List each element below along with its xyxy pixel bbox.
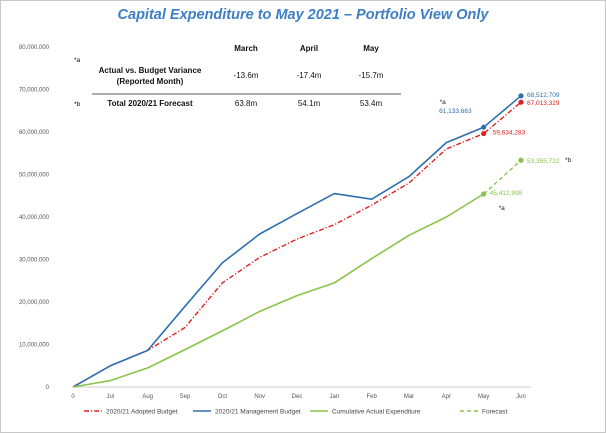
y-tick-label: 0 [46, 385, 50, 391]
data-label: 68,512,709 [527, 92, 560, 99]
data-label: 45,412,998 [490, 190, 523, 197]
legend-label: Forecast [482, 409, 507, 416]
table-row1-value-march: -13.6m [234, 71, 259, 80]
data-point-marker [518, 99, 524, 105]
table-marker-a: *a [74, 57, 81, 64]
data-point-marker [481, 124, 487, 130]
table-row1-value-may: -15.7m [359, 71, 384, 80]
data-point-marker [518, 157, 524, 163]
series-line-cumulative-actual-expenditure [72, 193, 485, 388]
table-header-may: May [363, 44, 379, 53]
x-tick-label: 0 [71, 394, 75, 400]
table-header-march: March [234, 44, 258, 53]
series-line-forecast [483, 159, 522, 195]
axes: 0 10,000,000 20,000,000 30,000,000 40,000,00… [19, 45, 531, 400]
x-tick-label: Oct [218, 394, 228, 400]
legend-label: 2020/21 Management Budget [215, 409, 301, 416]
x-tick-label: Jan [329, 394, 339, 400]
x-tick-label: May [478, 394, 489, 400]
series-line-2020-21-adopted-budget [72, 101, 522, 388]
table-header-april: April [300, 44, 318, 53]
x-tick-label: Jul [106, 394, 114, 400]
table-row2-label: Total 2020/21 Forecast [107, 99, 193, 108]
data-label: *b [565, 157, 572, 164]
table-row2-value-april: 54.1m [298, 99, 321, 108]
series-line-2020-21-management-budget [72, 95, 522, 388]
y-tick-label: 70,000,000 [19, 88, 50, 94]
data-point-marker [481, 130, 487, 137]
table-row2-value-march: 63.8m [235, 99, 258, 108]
x-tick-label: Jun [516, 394, 526, 400]
table-row1-label-line2: (Reported Month) [117, 77, 184, 86]
data-label: 53,355,722 [527, 158, 560, 165]
table-marker-b: *b [74, 101, 81, 108]
y-tick-label: 50,000,000 [19, 173, 50, 179]
y-tick-label: 60,000,000 [19, 130, 50, 136]
x-tick-label: Nov [254, 394, 265, 400]
y-tick-label: 40,000,000 [19, 215, 50, 221]
x-tick-label: Feb [366, 394, 377, 400]
y-tick-label: 20,000,000 [19, 300, 50, 306]
data-label: *a [499, 205, 506, 212]
data-label: 59,634,283 [493, 130, 526, 137]
variance-table: *a March April May Actual vs. Budget Var… [74, 44, 401, 108]
y-tick-label: 10,000,000 [19, 343, 50, 349]
x-tick-label: Mar [404, 394, 414, 400]
data-point-marker [481, 191, 487, 197]
data-label: *a [440, 99, 447, 106]
table-row1-value-april: -17.4m [297, 71, 322, 80]
data-label: 67,013,329 [527, 100, 560, 107]
series-lines [72, 93, 524, 388]
table-row1-label-line1: Actual vs. Budget Variance [99, 66, 202, 75]
x-tick-label: Aug [142, 394, 153, 400]
legend: 2020/21 Adopted Budget 2020/21 Management… [84, 409, 507, 416]
y-tick-label: 30,000,000 [19, 258, 50, 264]
x-tick-label: Sep [180, 394, 191, 400]
table-row2-value-may: 53.4m [360, 99, 383, 108]
x-tick-label: Apr [442, 394, 451, 400]
legend-label: 2020/21 Adopted Budget [106, 409, 178, 416]
y-tick-label: 80,000,000 [19, 45, 50, 51]
legend-label: Cumulative Actual Expenditure [332, 409, 421, 416]
x-tick-label: Dec [292, 394, 303, 400]
data-label: 61,133,663 [439, 108, 472, 115]
chart-title: Capital Expenditure to May 2021 – Portfo… [117, 7, 489, 23]
data-point-marker [518, 93, 524, 99]
